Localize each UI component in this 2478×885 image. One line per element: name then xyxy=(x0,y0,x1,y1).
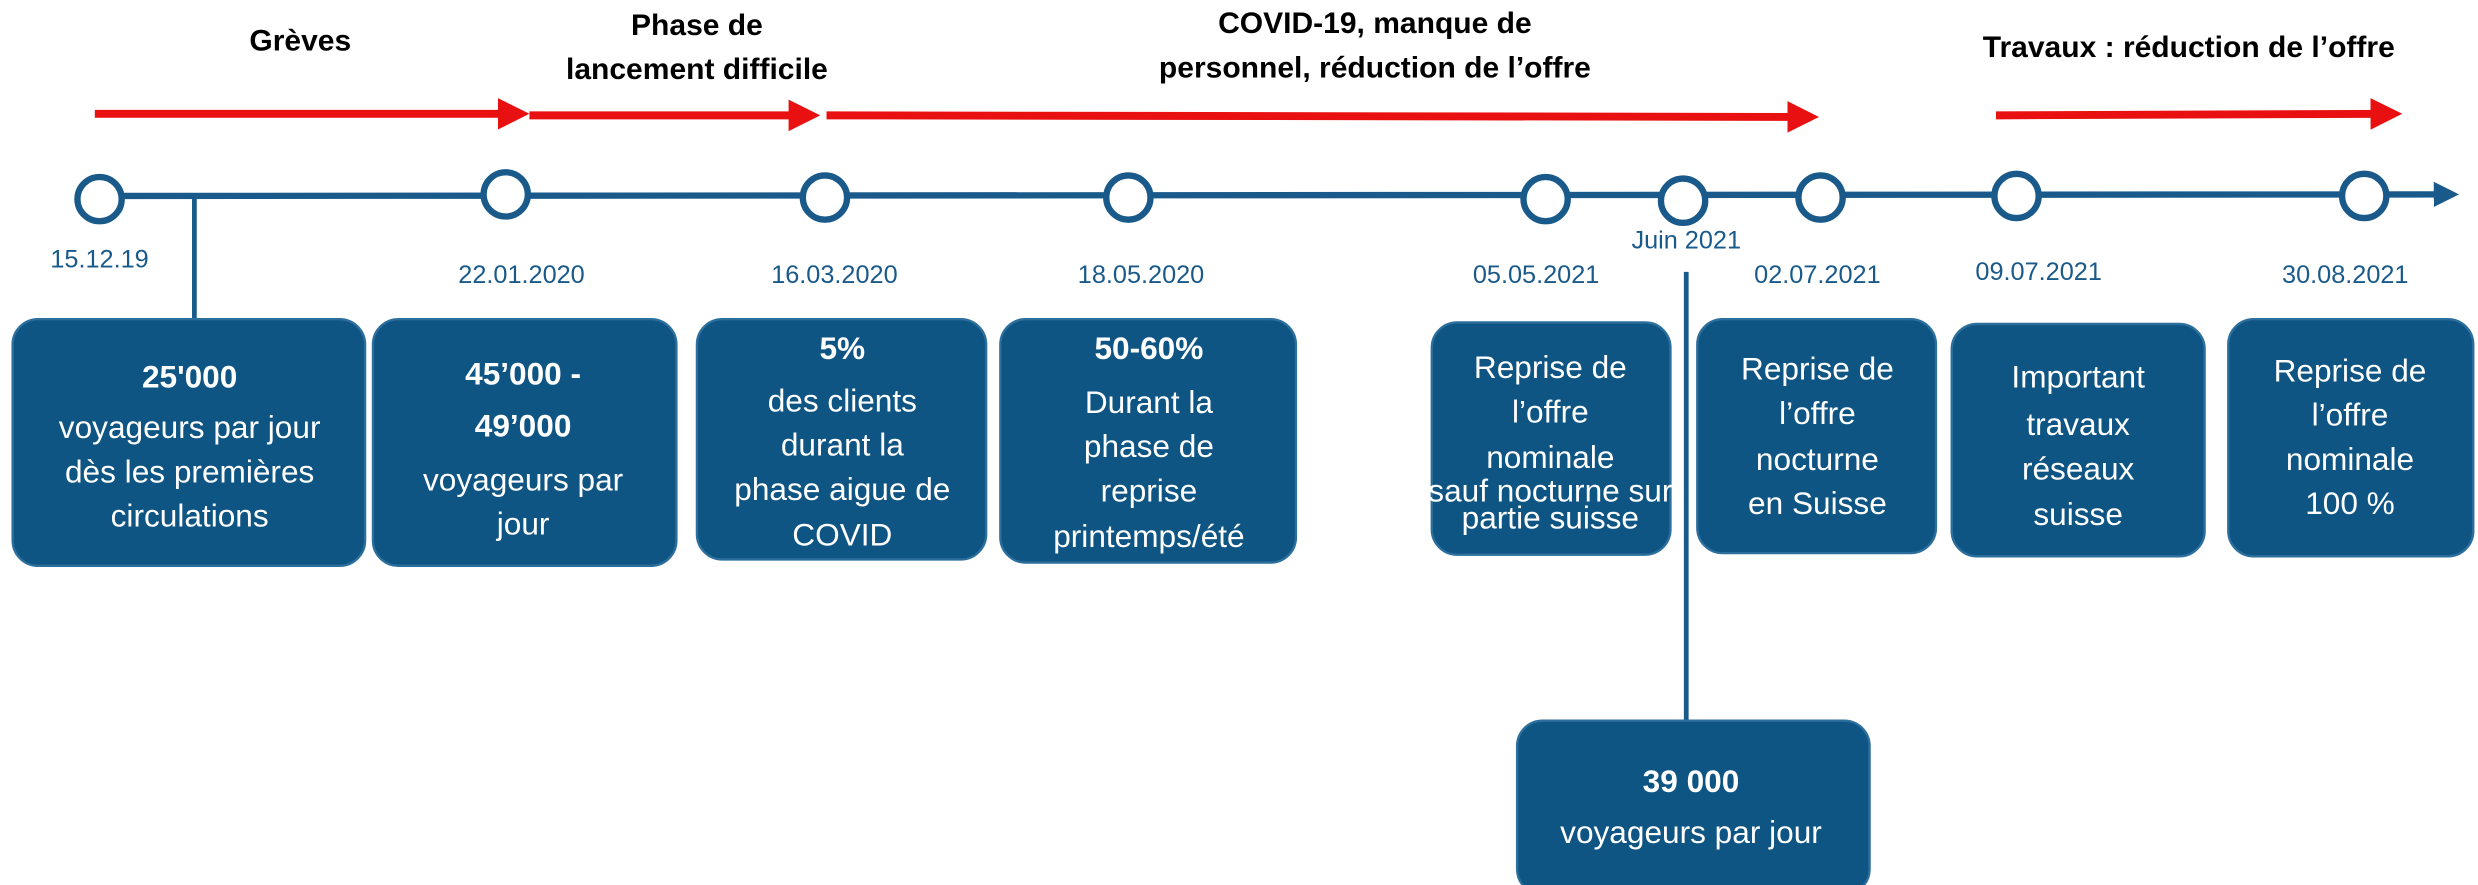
milestone-date: 18.05.2020 xyxy=(1078,261,1204,289)
box-text: voyageurs par jour xyxy=(59,409,321,445)
box-text: reprise xyxy=(1101,472,1198,508)
period-arrow xyxy=(1995,98,2403,130)
box-text: 50-60% xyxy=(1094,330,1203,366)
box-text: COVID xyxy=(792,517,892,553)
box-background xyxy=(371,318,678,567)
box-text: nominale xyxy=(1486,439,1614,475)
box-text: Important xyxy=(2011,359,2145,395)
box-text: l’offre xyxy=(1779,395,1856,431)
box-text: Reprise de xyxy=(1474,349,1627,385)
box-text: 5% xyxy=(819,330,865,366)
box-text: en Suisse xyxy=(1748,485,1887,521)
timeline-axis xyxy=(99,181,2460,208)
box-text: circulations xyxy=(111,498,269,534)
box-text: voyageurs par xyxy=(423,461,623,497)
box-background xyxy=(1430,321,1672,556)
info-box: 25'000 voyageurs par jour dès les première… xyxy=(11,318,367,567)
milestone-date: 02.07.2021 xyxy=(1754,261,1880,289)
box-text: l’offre xyxy=(1512,393,1589,429)
red-arrows xyxy=(94,97,2403,133)
box-text: sauf nocturne sur xyxy=(1428,472,1672,508)
box-background xyxy=(695,318,988,561)
box-text: Durant la xyxy=(1085,384,1214,420)
period-label: COVID-19, manque de xyxy=(1218,7,1532,40)
box-text: 39 000 xyxy=(1643,763,1740,799)
box-text: l’offre xyxy=(2312,397,2389,433)
milestone xyxy=(799,172,851,223)
box-background xyxy=(999,318,1298,564)
info-box: Important travaux réseaux suisse xyxy=(1950,322,2206,558)
info-box: Reprise de l’offre nominale 100 % xyxy=(2227,318,2475,558)
box-text: voyageurs par jour xyxy=(1560,814,1822,850)
box-background xyxy=(1950,322,2206,558)
period-label: lancement difficile xyxy=(566,53,828,86)
box-background xyxy=(11,318,367,567)
milestone-date: Juin 2021 xyxy=(1631,226,1741,254)
period-label: personnel, réduction de l’offre xyxy=(1159,51,1591,84)
box-text: durant la xyxy=(781,427,904,463)
box-text: phase de xyxy=(1084,428,1214,464)
milestone-date: 22.01.2020 xyxy=(458,261,584,289)
period-label: Phase de xyxy=(631,9,763,42)
info-box: Reprise de l’offre nocturne en Suisse xyxy=(1696,318,1938,555)
milestone xyxy=(1795,172,1846,223)
info-box: 39 000 voyageurs par jour xyxy=(1515,719,1871,885)
period-arrow xyxy=(826,101,1819,133)
box-background xyxy=(2227,318,2475,558)
milestone xyxy=(74,173,125,225)
box-text: nominale xyxy=(2286,441,2414,477)
box-text: 100 % xyxy=(2305,485,2395,521)
box-text: 25'000 xyxy=(142,359,237,395)
box-text: 45’000 - xyxy=(465,355,581,391)
box-text: des clients xyxy=(768,382,917,418)
milestone-date: 30.08.2021 xyxy=(2282,261,2408,289)
info-box: 45’000 - 49’000 voyageurs par jour xyxy=(371,318,678,567)
box-text: suisse xyxy=(2033,496,2123,532)
milestone xyxy=(2338,170,2390,222)
milestone xyxy=(480,169,531,220)
period-label: Grèves xyxy=(249,25,351,58)
box-text: partie suisse xyxy=(1462,499,1639,535)
box-text: printemps/été xyxy=(1053,518,1244,554)
milestone-date: 05.05.2021 xyxy=(1473,261,1599,289)
milestone-date: 15.12.19 xyxy=(50,245,148,273)
box-background xyxy=(1696,318,1938,555)
box-text: Reprise de xyxy=(2274,352,2427,388)
box-background xyxy=(1515,719,1871,885)
box-text: 49’000 xyxy=(475,408,572,444)
box-text: phase aigue de xyxy=(734,471,950,507)
period-label: Travaux : réduction de l’offre xyxy=(1983,31,2395,64)
box-text: Reprise de xyxy=(1741,351,1894,387)
box-text: dès les premières xyxy=(65,453,314,489)
milestone xyxy=(1991,170,2042,222)
box-text: nocturne xyxy=(1756,441,1879,477)
milestone-date: 16.03.2020 xyxy=(771,261,897,289)
box-text: jour xyxy=(496,506,550,542)
info-box: 5% des clients durant la phase aigue de COVI… xyxy=(695,318,988,561)
milestone xyxy=(1520,173,1571,225)
milestone xyxy=(1657,175,1709,226)
box-text: travaux xyxy=(2026,406,2130,442)
info-box: 50-60% Durant la phase de reprise printemps/… xyxy=(999,318,1298,564)
milestone-date: 09.07.2021 xyxy=(1975,258,2101,286)
milestone xyxy=(1103,172,1154,223)
box-text: réseaux xyxy=(2022,450,2135,486)
